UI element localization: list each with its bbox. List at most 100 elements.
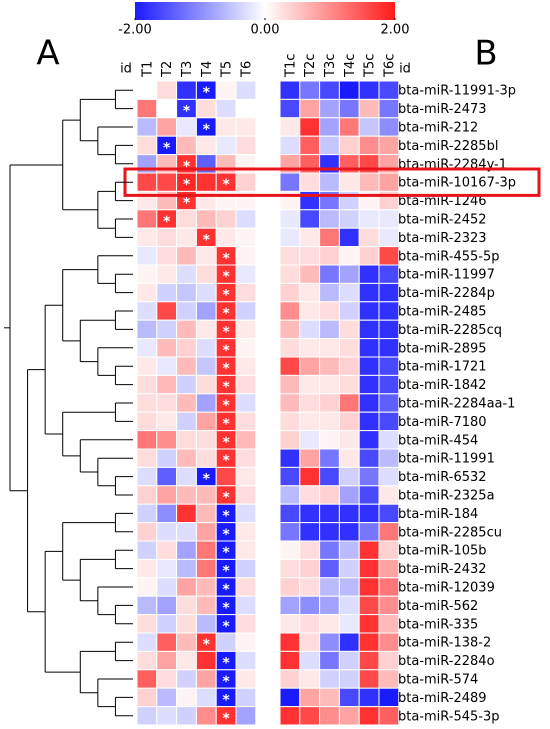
cell (136, 282, 158, 303)
column-label: T3 (180, 61, 195, 78)
cell (299, 540, 321, 560)
row-label: bta-miR-212 (398, 121, 478, 136)
cell (279, 522, 301, 542)
cell (338, 632, 360, 652)
cell (136, 540, 158, 560)
cell (136, 503, 158, 524)
cell (338, 540, 360, 560)
row-label: bta-miR-574 (398, 673, 478, 688)
cell (136, 706, 158, 726)
cell (156, 282, 178, 303)
row-label: bta-miR-11991-3p (398, 84, 516, 99)
significance-marker: * (183, 196, 191, 212)
cell (136, 301, 158, 321)
cell (176, 522, 197, 542)
cell (378, 577, 400, 597)
cell (136, 650, 158, 671)
cell (156, 540, 178, 560)
significance-marker: * (222, 711, 230, 727)
cell (156, 264, 178, 284)
cell (299, 80, 321, 100)
cell (319, 338, 340, 358)
cell (156, 338, 178, 358)
row-label: bta-miR-7180 (398, 415, 487, 430)
cell (235, 614, 257, 634)
cell (235, 503, 257, 524)
cell (156, 632, 178, 652)
row-label: bta-miR-2323 (398, 231, 487, 246)
cell (195, 374, 217, 395)
cell (378, 503, 400, 524)
cell (338, 393, 360, 413)
cell (235, 687, 257, 708)
cell (176, 540, 197, 560)
significance-marker: * (222, 435, 230, 451)
cell (299, 374, 321, 395)
cell (279, 319, 301, 340)
cell (195, 282, 217, 303)
cell (136, 485, 158, 505)
cell (156, 522, 178, 542)
row-label: bta-miR-2895 (398, 341, 487, 356)
cell (279, 632, 301, 652)
row-label: bta-miR-105b (398, 544, 487, 559)
cell (358, 503, 380, 524)
cell (215, 98, 237, 119)
cell (215, 117, 237, 137)
column-label: T6c (382, 54, 397, 78)
cell (338, 135, 360, 156)
column-label: T1c (283, 54, 298, 78)
cell (215, 466, 237, 487)
cell (358, 301, 380, 321)
cell (378, 411, 400, 432)
significance-marker: * (222, 508, 230, 524)
cell (279, 411, 301, 432)
cell (156, 393, 178, 413)
cell (136, 80, 158, 100)
cell (235, 558, 257, 579)
cell (319, 98, 340, 119)
cell (279, 135, 301, 156)
cell (338, 595, 360, 616)
row-label: bta-miR-562 (398, 599, 478, 614)
cell (299, 135, 321, 156)
cell (195, 485, 217, 505)
cell (235, 227, 257, 248)
cell (299, 264, 321, 284)
cell (378, 706, 400, 726)
cell (319, 282, 340, 303)
cell (319, 374, 340, 395)
cell (235, 650, 257, 671)
row-label: bta-miR-184 (398, 507, 478, 522)
cell (279, 448, 301, 468)
cell (279, 172, 301, 192)
cell (319, 264, 340, 284)
cell (338, 98, 360, 119)
cell (338, 172, 360, 192)
significance-marker: * (183, 104, 191, 120)
cell (358, 687, 380, 708)
cell (279, 595, 301, 616)
cell (235, 301, 257, 321)
cell (319, 577, 340, 597)
cell (136, 117, 158, 137)
cell (378, 338, 400, 358)
cell (358, 632, 380, 652)
cell (279, 614, 301, 634)
cell (358, 448, 380, 468)
cell (156, 669, 178, 689)
cell (299, 522, 321, 542)
cell (299, 117, 321, 137)
row-label: bta-miR-11997 (398, 268, 495, 283)
row-label: bta-miR-2489 (398, 691, 487, 706)
cell (338, 522, 360, 542)
cell (195, 540, 217, 560)
cell (176, 80, 197, 100)
cell (279, 558, 301, 579)
cell (279, 540, 301, 560)
cell (319, 485, 340, 505)
cell (235, 706, 257, 726)
cell (299, 338, 321, 358)
cell (136, 430, 158, 450)
significance-marker: * (222, 288, 230, 304)
